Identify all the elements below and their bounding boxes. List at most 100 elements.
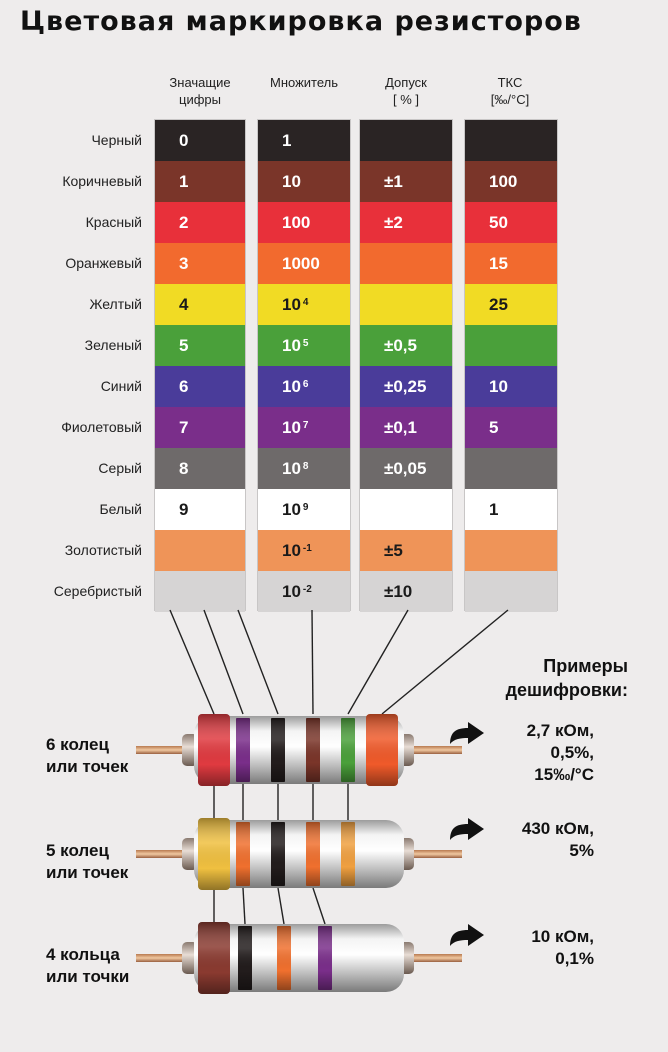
connector-line <box>347 609 409 715</box>
resistors <box>136 714 462 994</box>
resistor-band-shade <box>341 822 355 886</box>
cell-value: 6 <box>179 376 189 396</box>
cell-exponent: 9 <box>302 502 309 513</box>
cell-digit: 3 <box>155 243 245 284</box>
column-multiplier: 1 10 100 1000 10 4 10 5 10 6 10 7 10 8 10 9 10 -1 10 -2 <box>258 120 350 612</box>
cell-mult: 10 6 <box>258 366 350 407</box>
cell-exponent: -1 <box>302 543 312 554</box>
cell-tks <box>465 448 557 489</box>
cell-digit: 4 <box>155 284 245 325</box>
cell-digit: 9 <box>155 489 245 530</box>
cell-value: ±1 <box>384 171 403 191</box>
cell-tol <box>360 489 452 530</box>
row-color-name: Фиолетовый <box>61 419 142 435</box>
cell-exponent: -2 <box>302 584 312 595</box>
resistor <box>136 922 462 994</box>
cell-mult: 10 7 <box>258 407 350 448</box>
cell-value: 2 <box>179 212 189 232</box>
cell-tol: ±0,5 <box>360 325 452 366</box>
cell-exponent: 6 <box>302 379 309 390</box>
cell-tol: ±2 <box>360 202 452 243</box>
connector-line <box>312 887 326 925</box>
cell-tks: 5 <box>465 407 557 448</box>
cell-digit <box>155 571 245 612</box>
cell-tol <box>360 243 452 284</box>
cell-mult: 10 9 <box>258 489 350 530</box>
connector-line <box>242 887 246 925</box>
header-tolerance: Допуск [ % ] <box>385 75 427 107</box>
cell-tol: ±0,05 <box>360 448 452 489</box>
cell-value: 3 <box>179 253 189 273</box>
cell-value: 10 <box>282 458 301 478</box>
cell-digit: 7 <box>155 407 245 448</box>
header-significant-digits: Значащие цифры <box>169 75 231 107</box>
connector-line <box>381 609 509 715</box>
example-4-bands: 10 кОм, 0,1% <box>531 927 594 968</box>
cell-value: ±2 <box>384 212 403 232</box>
resistor-band-shade <box>366 714 398 786</box>
resistor-band-shade <box>198 818 230 890</box>
arrow-right-icon <box>450 722 484 744</box>
row-color-name: Белый <box>99 501 142 517</box>
arrow-right-icon <box>450 818 484 840</box>
resistor <box>136 818 462 890</box>
cell-digit: 6 <box>155 366 245 407</box>
cell-value: 10 <box>282 376 301 396</box>
cell-value: ±5 <box>384 540 403 560</box>
cell-value: 10 <box>282 581 301 601</box>
cell-exponent: 8 <box>302 461 309 472</box>
cell-value: 5 <box>489 417 499 437</box>
cell-tol: ±0,1 <box>360 407 452 448</box>
cell-tol <box>360 284 452 325</box>
cell-tks <box>465 325 557 366</box>
connector-line <box>237 609 279 715</box>
examples-title: Примеры дешифровки: <box>505 656 628 700</box>
cell-digit <box>155 530 245 571</box>
cell-value: 10 <box>282 417 301 437</box>
cell-exponent: 5 <box>302 338 309 349</box>
cell-tol <box>360 120 452 161</box>
cell-tks: 50 <box>465 202 557 243</box>
resistor-band-shade <box>271 822 285 886</box>
resistor-band-shade <box>306 718 320 782</box>
cell-exponent: 4 <box>302 297 309 308</box>
connector-line <box>169 609 215 715</box>
connector-line <box>203 609 244 715</box>
cell-value: 100 <box>282 212 311 232</box>
row-color-name: Коричневый <box>62 173 142 189</box>
cell-digit: 1 <box>155 161 245 202</box>
cell-tks <box>465 120 557 161</box>
cell-tks <box>465 571 557 612</box>
resistor-lead <box>136 850 196 858</box>
header-tcr: ТКС [‰/°C] <box>490 75 530 107</box>
resistor-band-shade <box>306 822 320 886</box>
cell-mult: 1 <box>258 120 350 161</box>
cell-tks: 25 <box>465 284 557 325</box>
cell-tks: 100 <box>465 161 557 202</box>
cell-digit: 2 <box>155 202 245 243</box>
row-color-name: Черный <box>91 132 142 148</box>
column-significant-digits: 0 1 2 3 4 5 6 7 8 9 <box>155 120 245 612</box>
row-color-name: Серебристый <box>53 583 142 599</box>
resistor-lead <box>400 850 462 858</box>
cell-tks: 15 <box>465 243 557 284</box>
cell-mult: 100 <box>258 202 350 243</box>
cell-mult: 10 -1 <box>258 530 350 571</box>
cell-value: 10 <box>489 376 508 396</box>
cell-value: 0 <box>179 130 189 150</box>
resistor-band-shade <box>277 926 291 990</box>
cell-tol: ±5 <box>360 530 452 571</box>
connector-line <box>311 609 314 715</box>
cell-value: 7 <box>179 417 189 437</box>
resistor-band-shade <box>198 714 230 786</box>
cell-tol: ±10 <box>360 571 452 612</box>
cell-value: 8 <box>179 458 189 478</box>
row-color-name: Синий <box>100 378 142 394</box>
example-6-bands: 2,7 кОм, 0,5%, 15‰/°C <box>526 721 594 784</box>
cell-tks: 1 <box>465 489 557 530</box>
cell-tol: ±1 <box>360 161 452 202</box>
cell-value: 25 <box>489 294 508 314</box>
cell-value: 10 <box>282 540 301 560</box>
resistor-lead <box>136 954 196 962</box>
